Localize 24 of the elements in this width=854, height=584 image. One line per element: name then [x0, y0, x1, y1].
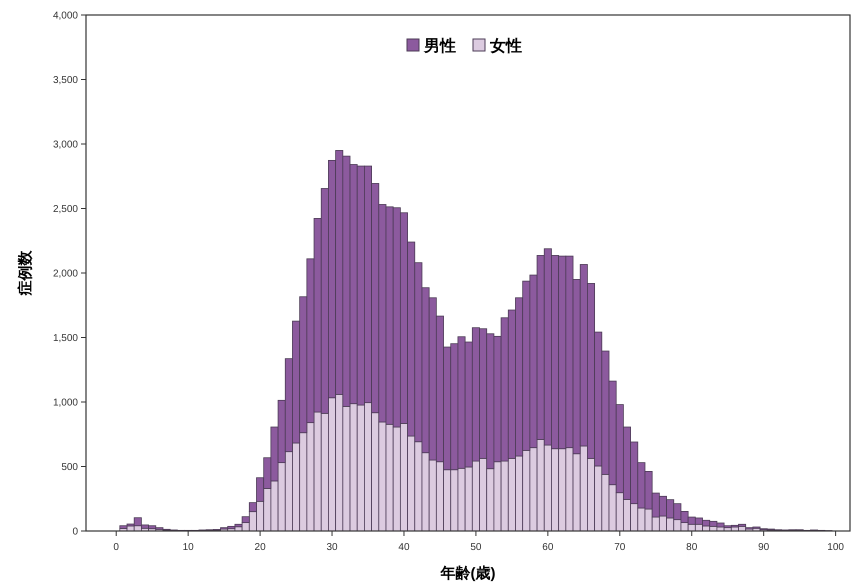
- y-tick-label: 1,500: [52, 333, 78, 344]
- legend-label: 女性: [489, 37, 522, 55]
- x-tick-label: 0: [113, 542, 120, 553]
- x-tick-label: 100: [827, 542, 844, 553]
- legend-label: 男性: [423, 37, 456, 55]
- x-tick-label: 30: [326, 542, 338, 553]
- y-tick-label: 500: [61, 462, 78, 473]
- x-axis-title: 年齢(歳): [440, 565, 496, 582]
- y-tick-label: 0: [72, 526, 78, 538]
- y-tick-label: 3,500: [52, 75, 78, 86]
- x-tick-label: 70: [614, 542, 626, 553]
- x-tick-label: 40: [398, 542, 410, 553]
- x-tick-label: 10: [182, 542, 194, 553]
- x-tick-label: 20: [254, 542, 266, 553]
- y-tick-label: 4,000: [52, 10, 78, 22]
- y-tick-label: 2,000: [52, 268, 78, 280]
- x-tick-label: 90: [758, 542, 770, 553]
- x-tick-label: 80: [686, 542, 698, 553]
- y-axis-title: 症例数: [17, 250, 34, 296]
- y-tick-label: 1,000: [52, 398, 78, 408]
- x-tick-label: 50: [470, 542, 482, 553]
- y-tick-label: 3,000: [52, 140, 78, 150]
- y-tick-label: 2,500: [52, 204, 78, 215]
- x-tick-label: 60: [542, 542, 554, 553]
